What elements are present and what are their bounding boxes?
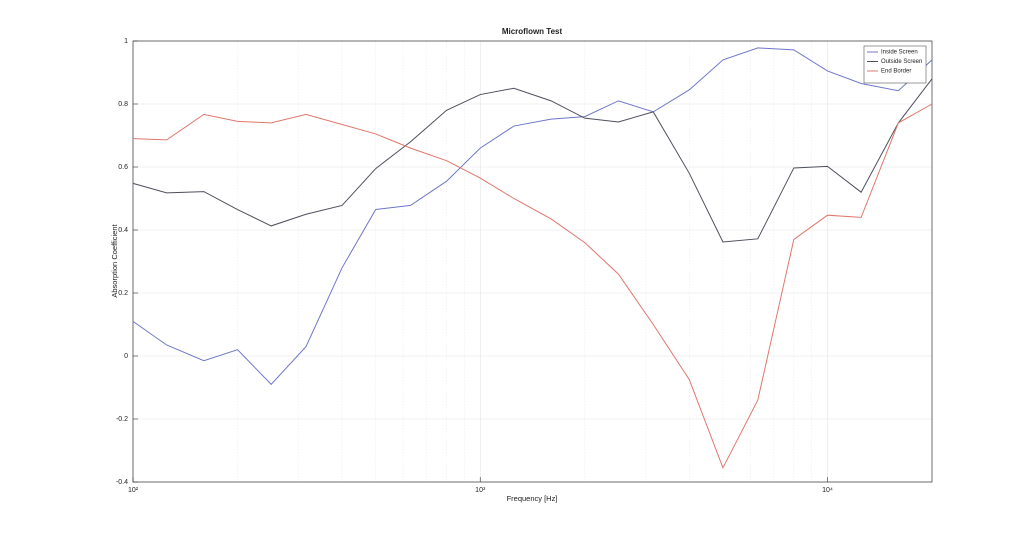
y-tick-label: -0.4 bbox=[116, 479, 128, 486]
x-axis-label: Frequency [Hz] bbox=[507, 494, 558, 503]
x-tick-label: 10⁴ bbox=[822, 487, 833, 494]
y-tick-label: 0.6 bbox=[118, 164, 128, 171]
y-tick-label: -0.2 bbox=[116, 416, 128, 423]
y-tick-label: 0.2 bbox=[118, 290, 128, 297]
legend-label: End Border bbox=[881, 69, 911, 75]
axes-box bbox=[132, 40, 933, 483]
legend-label: Outside Screen bbox=[881, 59, 922, 65]
y-tick-label: 0.4 bbox=[118, 227, 128, 234]
y-axis-label: Absorption Coefficient bbox=[110, 223, 119, 297]
series-line bbox=[132, 78, 933, 243]
legend-label: Inside Screen bbox=[881, 50, 918, 56]
y-tick-label: 0.8 bbox=[118, 101, 128, 108]
series-line bbox=[132, 47, 933, 386]
y-tick-label: 1 bbox=[124, 38, 128, 45]
x-tick-label: 10³ bbox=[475, 487, 486, 494]
series-line bbox=[132, 103, 933, 470]
y-tick-label: 0 bbox=[124, 353, 128, 360]
plot-area bbox=[133, 41, 932, 482]
legend: Inside Screen Outside Screen End Border bbox=[863, 45, 927, 84]
x-tick-label: 10² bbox=[128, 487, 139, 494]
chart-title: Microflown Test bbox=[502, 27, 563, 36]
